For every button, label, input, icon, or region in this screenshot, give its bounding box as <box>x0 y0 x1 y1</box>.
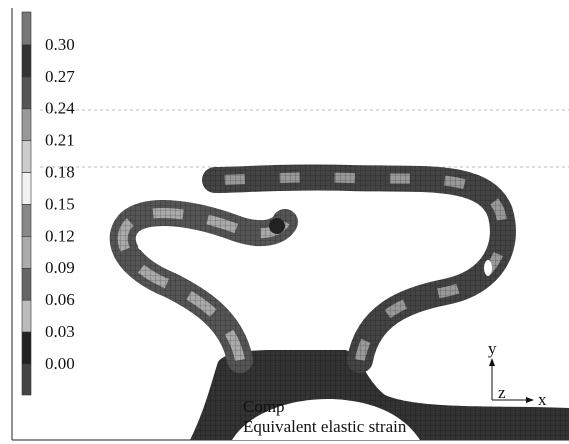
triad-arrow <box>489 358 495 366</box>
colorbar-segment <box>22 364 31 395</box>
triad-y: y <box>488 339 497 358</box>
colorbar-tick-label: 0.15 <box>45 194 75 213</box>
colorbar-tick-label: 0.27 <box>45 67 75 86</box>
figure: 0.30 0.27 0.24 0.21 0.18 0.15 0.12 0.09 0.06 0.03… <box>0 0 569 444</box>
colorbar-tick-label: 0.03 <box>45 322 75 341</box>
colorbar-segment <box>22 12 31 45</box>
colorbar-segment <box>22 173 31 205</box>
colorbar-segment <box>22 109 31 141</box>
left-arm-mesh <box>123 213 285 360</box>
colorbar-segment <box>22 141 31 173</box>
hole <box>138 242 162 252</box>
colorbar-segment <box>22 300 31 332</box>
triad-x: x <box>538 390 547 409</box>
colorbar-tick-label: 0.00 <box>45 354 75 373</box>
colorbar-tick-label: 0.24 <box>45 99 75 118</box>
colorbar-segment <box>22 236 31 268</box>
colorbar: 0.30 0.27 0.24 0.21 0.18 0.15 0.12 0.09 0.06 0.03… <box>22 12 75 395</box>
colorbar-tick-label: 0.21 <box>45 131 75 150</box>
colorbar-tick-label: 0.09 <box>45 258 75 277</box>
triad-z: z <box>498 383 506 402</box>
colorbar-segment <box>22 205 31 237</box>
triad-arrow <box>526 397 534 403</box>
colorbar-segment <box>22 268 31 300</box>
colorbar-segment <box>22 77 31 109</box>
colorbar-tick-label: 0.12 <box>45 226 75 245</box>
hole <box>484 260 492 276</box>
label-comp: Comp <box>243 397 285 416</box>
colorbar-tick-label: 0.06 <box>45 290 75 309</box>
colorbar-tick-label: 0.30 <box>45 35 75 54</box>
colorbar-tick-label: 0.18 <box>45 163 75 182</box>
right-arm-mesh <box>215 177 503 360</box>
colorbar-segment <box>22 332 31 364</box>
joint <box>269 218 285 234</box>
label-quantity: Equivalent elastic strain <box>243 417 407 436</box>
colorbar-segment <box>22 45 31 77</box>
